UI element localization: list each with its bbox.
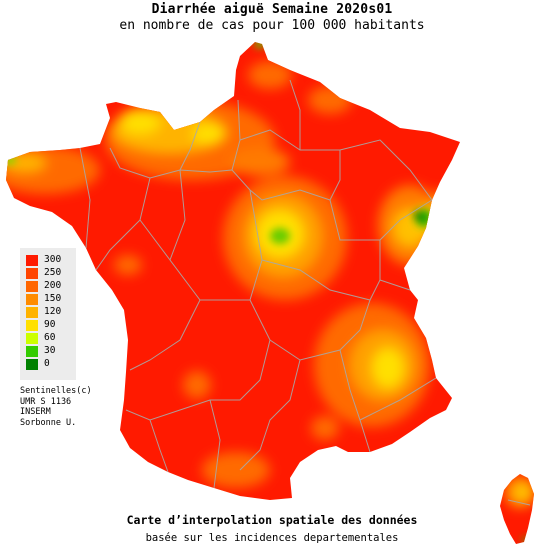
footer-caption: Carte d’interpolation spatiale des donné…	[126, 513, 418, 527]
legend-swatch	[26, 294, 38, 305]
legend-label: 120	[44, 306, 62, 317]
legend-label: 60	[44, 332, 56, 343]
legend-item: 0	[26, 358, 74, 370]
legend-swatch	[26, 255, 38, 266]
legend-item: 200	[26, 280, 74, 292]
legend-swatch	[26, 307, 38, 318]
legend: 300 250 200 150 120 90 60 30 0	[20, 248, 76, 380]
credit-line: INSERM	[20, 407, 51, 417]
legend-swatch	[26, 281, 38, 292]
legend-swatch	[26, 320, 38, 331]
legend-item: 60	[26, 332, 74, 344]
legend-label: 0	[44, 358, 50, 369]
legend-swatch	[26, 333, 38, 344]
legend-item: 150	[26, 293, 74, 305]
credit-line: Sorbonne U.	[20, 417, 77, 428]
incidence-surface	[6, 42, 534, 544]
map-title: Diarrhée aiguë Semaine 2020s01	[151, 2, 393, 17]
legend-item: 250	[26, 267, 74, 279]
legend-item: 90	[26, 319, 74, 331]
footer-subcaption: basée sur les incidences departementales	[145, 532, 399, 544]
legend-item: 30	[26, 345, 74, 357]
map-subtitle: en nombre de cas pour 100 000 habitants	[119, 18, 425, 33]
region-borders	[79, 79, 531, 506]
legend-item: 300	[26, 254, 74, 266]
credit-line: Sentinelles(c)	[20, 386, 92, 396]
legend-swatch	[26, 268, 38, 279]
credit-line: UMR S 1136	[20, 396, 72, 407]
legend-swatch	[26, 359, 38, 370]
legend-swatch	[26, 346, 38, 357]
legend-label: 30	[44, 345, 56, 356]
credits: Sentinelles(c) UMR S 1136 INSERM Sorbonn…	[20, 386, 92, 428]
legend-label: 300	[44, 254, 62, 265]
legend-label: 200	[44, 280, 62, 291]
legend-label: 250	[44, 267, 62, 278]
legend-item: 120	[26, 306, 74, 318]
legend-label: 150	[44, 293, 62, 304]
legend-label: 90	[44, 319, 56, 330]
